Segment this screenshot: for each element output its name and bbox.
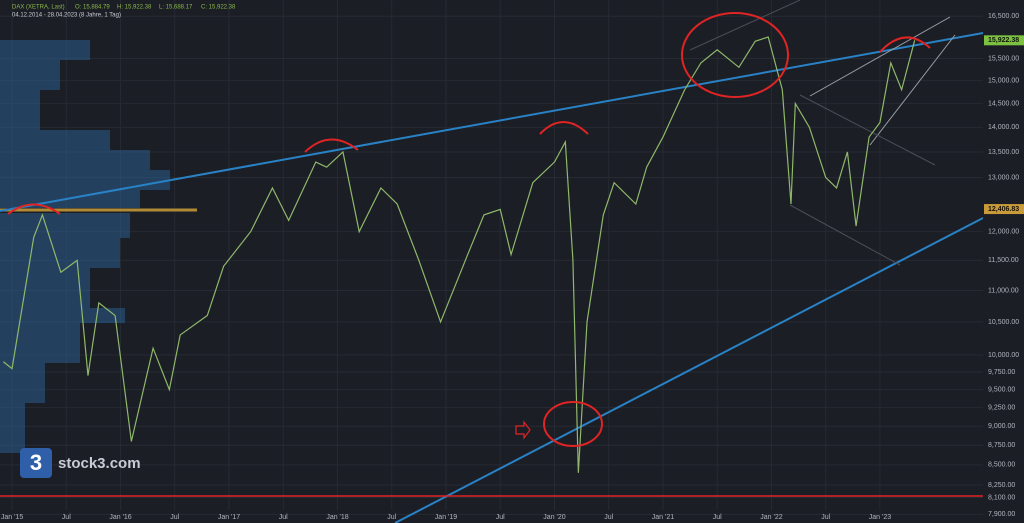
y-tick-label: 11,000.00 [988, 287, 1019, 294]
logo-icon [20, 448, 52, 478]
price-tag [984, 204, 1024, 215]
x-tick-label: Jan '16 [109, 514, 131, 521]
watermark: stock3.com [58, 455, 141, 472]
y-tick-label: 11,500.00 [988, 257, 1019, 264]
ohlc: O: 15,884.79 [75, 5, 110, 11]
y-tick-label: 7,900.00 [988, 511, 1015, 518]
volume-bar [0, 150, 150, 170]
y-tick-label: 8,500.00 [988, 462, 1015, 469]
logo: 3 stock3.com [20, 448, 141, 478]
volume-bar [0, 60, 60, 90]
upper-trendline [0, 32, 984, 212]
symbol: DAX (XETRA, Last) [12, 5, 65, 11]
arc [7, 203, 61, 215]
ohlc: H: 15,922.38 [117, 5, 152, 11]
x-tick-label: Jul [62, 514, 71, 521]
y-tick-label: 13,000.00 [988, 174, 1019, 181]
channel-line [799, 94, 936, 166]
x-tick-label: Jan '22 [760, 514, 782, 521]
y-tick-label: 15,500.00 [988, 55, 1019, 62]
price-line [2, 36, 916, 473]
volume-bar [0, 363, 45, 403]
lower-trendline [394, 217, 984, 523]
volume-bar [0, 90, 40, 130]
volume-bar [0, 170, 170, 190]
x-tick-label: Jan '23 [869, 514, 891, 521]
axes: 16,500.00 15,500.00 15,000.00 14,500.00 14,0… [1, 13, 1024, 521]
wedge-line [809, 16, 951, 97]
grid [0, 0, 983, 515]
x-tick-label: Jul [170, 514, 179, 521]
price-tag-label: 15,922.38 [988, 37, 1019, 44]
volume-bar [0, 323, 80, 363]
channel-line [689, 0, 801, 51]
y-tick-label: 12,000.00 [988, 228, 1019, 235]
x-tick-label: Jul [604, 514, 613, 521]
volume-bar [0, 130, 110, 150]
x-tick-label: Jan '17 [218, 514, 240, 521]
price-axis [983, 0, 1024, 523]
wedge-line [869, 34, 956, 146]
y-tick-label: 10,500.00 [988, 319, 1019, 326]
ohlc: C: 15,922.38 [201, 5, 236, 11]
arc [539, 121, 589, 135]
x-tick-label: Jan '19 [435, 514, 457, 521]
x-tick-label: Jul [387, 514, 396, 521]
y-tick-label: 8,750.00 [988, 442, 1015, 449]
y-tick-label: 10,000.00 [988, 352, 1019, 359]
price-tag-label: 12,406.83 [988, 206, 1019, 213]
y-tick-label: 14,500.00 [988, 100, 1019, 107]
ohlc: L: 15,688.17 [159, 5, 193, 11]
x-tick-label: Jul [279, 514, 288, 521]
trend-lines [0, 0, 984, 523]
volume-bar [0, 238, 120, 268]
volume-profile [0, 40, 170, 453]
header: DAX (XETRA, Last) O: 15,884.79 H: 15,922… [12, 5, 236, 19]
logo-mark: 3 [30, 450, 42, 475]
y-tick-label: 14,000.00 [988, 124, 1019, 131]
x-tick-label: Jul [496, 514, 505, 521]
volume-bar [0, 403, 25, 453]
y-tick-label: 9,750.00 [988, 369, 1015, 376]
arc [879, 36, 931, 53]
x-tick-label: Jan '15 [1, 514, 23, 521]
volume-bar [0, 308, 125, 323]
volume-bar [0, 40, 90, 60]
y-tick-label: 16,500.00 [988, 13, 1019, 20]
y-tick-label: 8,100.00 [988, 494, 1015, 501]
y-tick-label: 9,000.00 [988, 423, 1015, 430]
arrow [515, 420, 531, 440]
x-tick-label: Jan '21 [652, 514, 674, 521]
x-tick-label: Jan '20 [543, 514, 565, 521]
annotations [7, 12, 931, 447]
price-tag [984, 35, 1024, 46]
y-tick-label: 13,500.00 [988, 149, 1019, 156]
circle [681, 12, 789, 98]
arc [304, 138, 359, 153]
circle [543, 401, 603, 447]
y-tick-label: 15,000.00 [988, 78, 1019, 85]
volume-bar [0, 213, 130, 238]
y-tick-label: 9,250.00 [988, 405, 1015, 412]
y-tick-label: 9,500.00 [988, 386, 1015, 393]
x-tick-label: Jan '18 [326, 514, 348, 521]
date-range: 04.12.2014 - 28.04.2023 (8 Jahre, 1 Tag) [12, 13, 121, 19]
y-tick-label: 8,250.00 [988, 482, 1015, 489]
x-tick-label: Jul [713, 514, 722, 521]
volume-bar [0, 268, 90, 308]
x-tick-label: Jul [821, 514, 830, 521]
channel-line [789, 204, 901, 266]
